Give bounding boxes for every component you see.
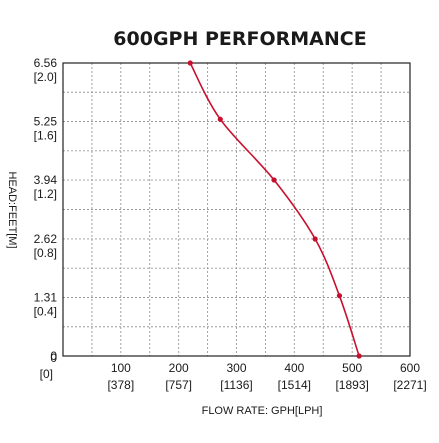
x-tick-label: 0 bbox=[50, 351, 57, 365]
x-tick-label: 600 bbox=[400, 361, 420, 375]
y-tick-sublabel: [1.6] bbox=[34, 129, 57, 143]
y-tick-label: 1.31 bbox=[34, 290, 58, 304]
series-layer bbox=[187, 60, 362, 359]
y-tick-sublabel: [0.8] bbox=[34, 246, 57, 260]
y-tick-sublabel: [2.0] bbox=[34, 70, 57, 84]
data-point bbox=[312, 236, 318, 242]
x-tick-sublabel: [1893] bbox=[335, 378, 368, 392]
y-tick-label: 5.25 bbox=[34, 115, 58, 129]
grid bbox=[63, 63, 410, 356]
y-tick-sublabel: [0.4] bbox=[34, 304, 57, 318]
x-tick-label: 100 bbox=[111, 361, 131, 375]
x-axis-label: FLOW RATE: GPH[LPH] bbox=[202, 405, 323, 417]
y-tick-label: 3.94 bbox=[34, 173, 58, 187]
x-tick-label: 500 bbox=[342, 361, 362, 375]
y-tick-label: 6.56 bbox=[34, 56, 58, 70]
x-tick-label: 200 bbox=[169, 361, 189, 375]
x-tick-label: 400 bbox=[284, 361, 304, 375]
y-tick-label: 0 bbox=[50, 349, 57, 363]
x-tick-sublabel: [1136] bbox=[220, 378, 252, 392]
x-tick-label: 300 bbox=[226, 361, 246, 375]
tick-labels: 0 [0] 100 [378] 200 [757] 300 [1136] 400 [1514] 50… bbox=[34, 56, 427, 392]
data-point bbox=[187, 60, 193, 66]
data-point bbox=[217, 116, 223, 122]
y-tick-label: 2.62 bbox=[34, 232, 58, 246]
x-tick-sublabel: [757] bbox=[165, 378, 192, 392]
x-tick-sublabel: [2271] bbox=[393, 378, 426, 392]
data-point bbox=[336, 293, 343, 299]
data-point bbox=[271, 177, 277, 183]
x-tick-sublabel: [1514] bbox=[278, 378, 311, 392]
y-axis-label: HEAD:FEET[M] bbox=[6, 171, 18, 248]
y-tick-sublabel: [1.2] bbox=[34, 187, 57, 201]
x-tick-sublabel: [0] bbox=[40, 367, 53, 381]
data-point bbox=[356, 353, 362, 359]
x-tick-sublabel: [378] bbox=[107, 378, 134, 392]
plot-frame bbox=[62, 62, 411, 357]
chart-title: 600GPH PERFORMANCE bbox=[113, 28, 366, 50]
